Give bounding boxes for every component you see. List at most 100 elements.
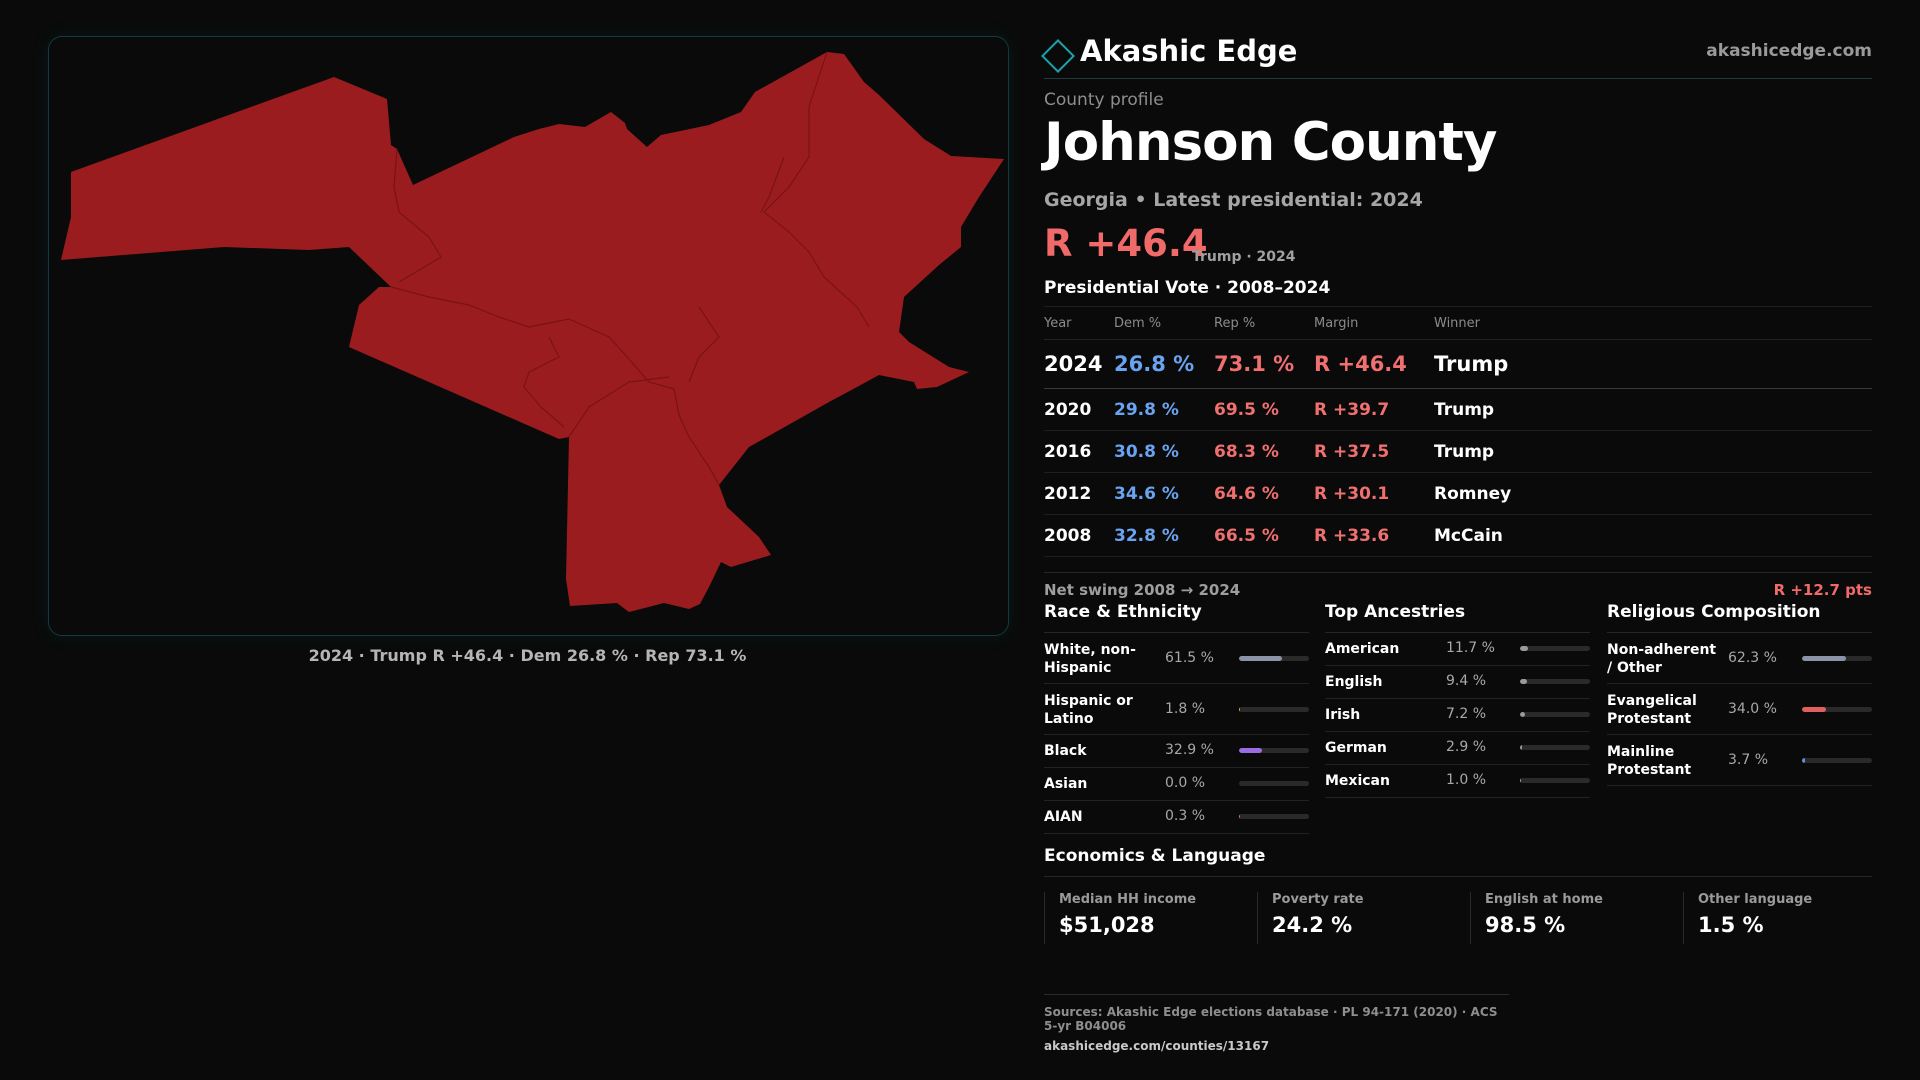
list-item: English 9.4 % — [1325, 666, 1590, 699]
row-rep: 73.1 % — [1214, 352, 1295, 376]
table-row: 2012 34.6 % 64.6 % R +30.1 Romney — [1044, 473, 1872, 515]
race-label: Black — [1044, 743, 1087, 759]
header-winner: Winner — [1434, 316, 1481, 331]
table-row: 2008 32.8 % 66.5 % R +33.6 McCain — [1044, 515, 1872, 557]
ancestry-pct: 9.4 % — [1446, 673, 1487, 689]
row-year: 2020 — [1044, 400, 1092, 420]
stat-label: Other language — [1698, 892, 1813, 907]
county-url-link[interactable]: akashicedge.com/counties/13167 — [1044, 1039, 1270, 1053]
ancestry-bar-fill — [1520, 745, 1523, 750]
net-swing-value: R +12.7 pts — [1773, 581, 1872, 599]
list-item: AIAN 0.3 % — [1044, 801, 1309, 834]
vote-table-header: Year Dem % Rep % Margin Winner — [1044, 306, 1872, 340]
stat-label: English at home — [1485, 892, 1603, 907]
net-swing: Net swing 2008 → 2024 R +12.7 pts — [1044, 572, 1872, 599]
ancestry-bar-track — [1520, 646, 1590, 651]
ancestry-bar-track — [1520, 712, 1590, 717]
stat-value: 98.5 % — [1485, 913, 1566, 937]
ancestry-bar-track — [1520, 778, 1590, 783]
stat-label: Median HH income — [1059, 892, 1197, 907]
row-winner: Trump — [1434, 352, 1509, 376]
row-rep: 69.5 % — [1214, 400, 1279, 420]
profile-label: County profile — [1044, 90, 1164, 110]
race-bar-track — [1239, 748, 1309, 753]
list-item: White, non-Hispanic 61.5 % — [1044, 633, 1309, 684]
row-winner: Trump — [1434, 442, 1495, 462]
religion-pct: 34.0 % — [1728, 701, 1777, 717]
brand-name: Akashic Edge — [1080, 34, 1298, 68]
row-year: 2008 — [1044, 526, 1092, 546]
ancestry-pct: 7.2 % — [1446, 706, 1487, 722]
list-item: Irish 7.2 % — [1325, 699, 1590, 732]
county-map[interactable] — [48, 36, 1009, 636]
list-item: Evangelical Protestant 34.0 % — [1607, 684, 1872, 735]
ancestry-bar-track — [1520, 679, 1590, 684]
county-shape[interactable] — [61, 52, 1004, 612]
race-label: Asian — [1044, 776, 1088, 792]
ancestry-label: Irish — [1325, 707, 1361, 723]
headline-margin-note: Trump · 2024 — [1192, 249, 1296, 265]
row-winner: McCain — [1434, 526, 1503, 546]
ancestry-bar-track — [1520, 745, 1590, 750]
row-rep: 68.3 % — [1214, 442, 1279, 462]
vote-table-title: Presidential Vote · 2008–2024 — [1044, 278, 1331, 298]
race-pct: 61.5 % — [1165, 650, 1214, 666]
ancestry-label: German — [1325, 740, 1387, 756]
stat-label: Poverty rate — [1272, 892, 1364, 907]
table-row: 2016 30.8 % 68.3 % R +37.5 Trump — [1044, 431, 1872, 473]
religion-pct: 3.7 % — [1728, 752, 1769, 768]
table-row: 2024 26.8 % 73.1 % R +46.4 Trump — [1044, 340, 1872, 389]
row-margin: R +39.7 — [1314, 400, 1390, 420]
row-year: 2024 — [1044, 352, 1103, 376]
race-ethnicity-title: Race & Ethnicity — [1044, 602, 1309, 633]
ancestry-pct: 2.9 % — [1446, 739, 1487, 755]
map-caption: 2024 · Trump R +46.4 · Dem 26.8 % · Rep … — [308, 646, 747, 665]
row-rep: 66.5 % — [1214, 526, 1279, 546]
race-pct: 0.0 % — [1165, 775, 1206, 791]
site-link[interactable]: akashicedge.com — [1706, 41, 1872, 61]
ancestry-label: Mexican — [1325, 773, 1390, 789]
race-bar-fill — [1239, 814, 1241, 819]
header-rep: Rep % — [1214, 316, 1256, 331]
list-item: Asian 0.0 % — [1044, 768, 1309, 801]
stat-english-at-home: English at home 98.5 % — [1470, 892, 1685, 944]
row-margin: R +46.4 — [1314, 352, 1407, 376]
stat-value: 24.2 % — [1272, 913, 1353, 937]
race-bar-fill — [1239, 707, 1241, 712]
table-row: 2020 29.8 % 69.5 % R +39.7 Trump — [1044, 389, 1872, 431]
county-subtitle: Georgia • Latest presidential: 2024 — [1044, 189, 1423, 211]
list-item: Non-adherent / Other 62.3 % — [1607, 633, 1872, 684]
row-margin: R +37.5 — [1314, 442, 1390, 462]
race-bar-track — [1239, 814, 1309, 819]
list-item: Mexican 1.0 % — [1325, 765, 1590, 798]
ancestry-title: Top Ancestries — [1325, 602, 1590, 633]
headline-margin: R +46.4 — [1044, 222, 1208, 265]
religion-title: Religious Composition — [1607, 602, 1872, 633]
stat-value: $51,028 — [1059, 913, 1155, 937]
religion-section: Religious Composition Non-adherent / Oth… — [1607, 602, 1872, 786]
row-year: 2016 — [1044, 442, 1092, 462]
race-bar-track — [1239, 781, 1309, 786]
row-dem: 26.8 % — [1114, 352, 1195, 376]
sources-text: Sources: Akashic Edge elections database… — [1044, 1005, 1498, 1033]
row-dem: 30.8 % — [1114, 442, 1179, 462]
religion-bar-track — [1802, 707, 1872, 712]
religion-bar-fill — [1802, 758, 1805, 763]
ancestry-bar-fill — [1520, 712, 1526, 717]
economics-title: Economics & Language — [1044, 846, 1872, 877]
header-dem: Dem % — [1114, 316, 1162, 331]
race-label: Hispanic or Latino — [1044, 693, 1133, 727]
ancestry-bar-fill — [1520, 778, 1522, 783]
ancestry-pct: 1.0 % — [1446, 772, 1487, 788]
header-margin: Margin — [1314, 316, 1359, 331]
row-dem: 34.6 % — [1114, 484, 1179, 504]
religion-pct: 62.3 % — [1728, 650, 1777, 666]
religion-label: Evangelical Protestant — [1607, 693, 1697, 727]
race-pct: 0.3 % — [1165, 808, 1206, 824]
ancestry-section: Top Ancestries American 11.7 % English 9… — [1325, 602, 1590, 798]
race-bar-fill — [1239, 748, 1263, 753]
county-subdivision-lines — [390, 51, 870, 486]
diamond-logo-icon — [1041, 39, 1075, 73]
list-item: Black 32.9 % — [1044, 735, 1309, 768]
stat-other-language: Other language 1.5 % — [1683, 892, 1898, 944]
